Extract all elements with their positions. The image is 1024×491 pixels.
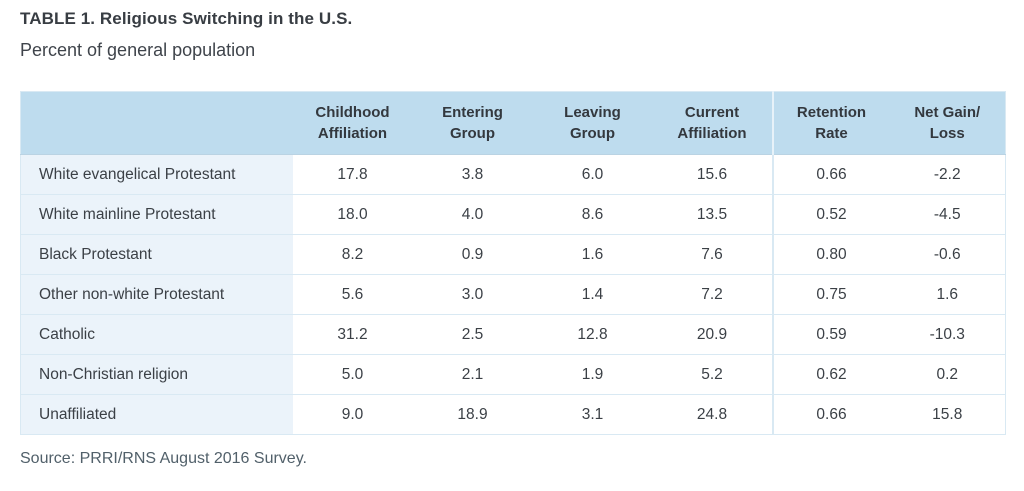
cell-value: 12.8 bbox=[532, 314, 653, 355]
cell-value: 0.9 bbox=[412, 234, 533, 275]
column-header-entering-group: Entering Group bbox=[412, 91, 533, 155]
table-row: Non-Christian religion 5.0 2.1 1.9 5.2 0… bbox=[20, 354, 1006, 395]
cell-value: 3.1 bbox=[532, 394, 653, 435]
cell-value: 2.1 bbox=[412, 354, 533, 395]
cell-value: 24.8 bbox=[652, 394, 773, 435]
cell-value: 31.2 bbox=[292, 314, 413, 355]
cell-value: 0.59 bbox=[771, 314, 890, 355]
cell-value: 2.5 bbox=[412, 314, 533, 355]
table-row: Unaffiliated 9.0 18.9 3.1 24.8 0.66 15.8 bbox=[20, 394, 1006, 435]
cell-value: 0.75 bbox=[771, 274, 890, 315]
cell-value: 13.5 bbox=[652, 194, 773, 235]
row-label: Black Protestant bbox=[20, 234, 293, 275]
table-body: White evangelical Protestant 17.8 3.8 6.… bbox=[20, 154, 1006, 435]
cell-value: 5.0 bbox=[292, 354, 413, 395]
table-header: Childhood Affiliation Entering Group Lea… bbox=[20, 91, 1006, 155]
cell-value: 18.0 bbox=[292, 194, 413, 235]
row-label: Other non-white Protestant bbox=[20, 274, 293, 315]
cell-value: 1.9 bbox=[532, 354, 653, 395]
table-row: White mainline Protestant 18.0 4.0 8.6 1… bbox=[20, 194, 1006, 235]
header-row: Childhood Affiliation Entering Group Lea… bbox=[20, 91, 1006, 155]
column-header-blank bbox=[20, 91, 293, 155]
cell-value: 0.80 bbox=[771, 234, 890, 275]
row-label: White mainline Protestant bbox=[20, 194, 293, 235]
cell-value: 18.9 bbox=[412, 394, 533, 435]
cell-value: 0.52 bbox=[771, 194, 890, 235]
cell-value: 1.6 bbox=[889, 274, 1006, 315]
row-label: Unaffiliated bbox=[20, 394, 293, 435]
row-label: Catholic bbox=[20, 314, 293, 355]
cell-value: 8.2 bbox=[292, 234, 413, 275]
cell-value: 1.6 bbox=[532, 234, 653, 275]
cell-value: 20.9 bbox=[652, 314, 773, 355]
row-label: Non-Christian religion bbox=[20, 354, 293, 395]
row-label: White evangelical Protestant bbox=[20, 154, 293, 195]
cell-value: 17.8 bbox=[292, 154, 413, 195]
report-page: TABLE 1. Religious Switching in the U.S.… bbox=[20, 9, 1006, 467]
column-header-net-gain-loss: Net Gain/ Loss bbox=[889, 91, 1006, 155]
cell-value: 5.6 bbox=[292, 274, 413, 315]
table-row: Catholic 31.2 2.5 12.8 20.9 0.59 -10.3 bbox=[20, 314, 1006, 355]
column-header-childhood-affiliation: Childhood Affiliation bbox=[292, 91, 413, 155]
table-row: Black Protestant 8.2 0.9 1.6 7.6 0.80 -0… bbox=[20, 234, 1006, 275]
cell-value: 0.66 bbox=[771, 154, 890, 195]
column-header-retention-rate: Retention Rate bbox=[771, 91, 890, 155]
source-note: Source: PRRI/RNS August 2016 Survey. bbox=[20, 450, 307, 467]
cell-value: 0.2 bbox=[889, 354, 1006, 395]
cell-value: 5.2 bbox=[652, 354, 773, 395]
cell-value: 8.6 bbox=[532, 194, 653, 235]
cell-value: -4.5 bbox=[889, 194, 1006, 235]
cell-value: 7.2 bbox=[652, 274, 773, 315]
cell-value: 15.8 bbox=[889, 394, 1006, 435]
table-title: TABLE 1. Religious Switching in the U.S. bbox=[20, 9, 353, 28]
column-header-current-affiliation: Current Affiliation bbox=[652, 91, 773, 155]
table-subtitle: Percent of general population bbox=[20, 40, 256, 60]
cell-value: 7.6 bbox=[652, 234, 773, 275]
cell-value: 6.0 bbox=[532, 154, 653, 195]
cell-value: -2.2 bbox=[889, 154, 1006, 195]
cell-value: 0.66 bbox=[771, 394, 890, 435]
cell-value: 0.62 bbox=[771, 354, 890, 395]
cell-value: 3.0 bbox=[412, 274, 533, 315]
cell-value: 3.8 bbox=[412, 154, 533, 195]
column-header-leaving-group: Leaving Group bbox=[532, 91, 653, 155]
cell-value: -0.6 bbox=[889, 234, 1006, 275]
table-row: Other non-white Protestant 5.6 3.0 1.4 7… bbox=[20, 274, 1006, 315]
cell-value: -10.3 bbox=[889, 314, 1006, 355]
cell-value: 15.6 bbox=[652, 154, 773, 195]
religious-switching-table: Childhood Affiliation Entering Group Lea… bbox=[20, 91, 1006, 435]
table-row: White evangelical Protestant 17.8 3.8 6.… bbox=[20, 154, 1006, 195]
cell-value: 4.0 bbox=[412, 194, 533, 235]
cell-value: 9.0 bbox=[292, 394, 413, 435]
cell-value: 1.4 bbox=[532, 274, 653, 315]
